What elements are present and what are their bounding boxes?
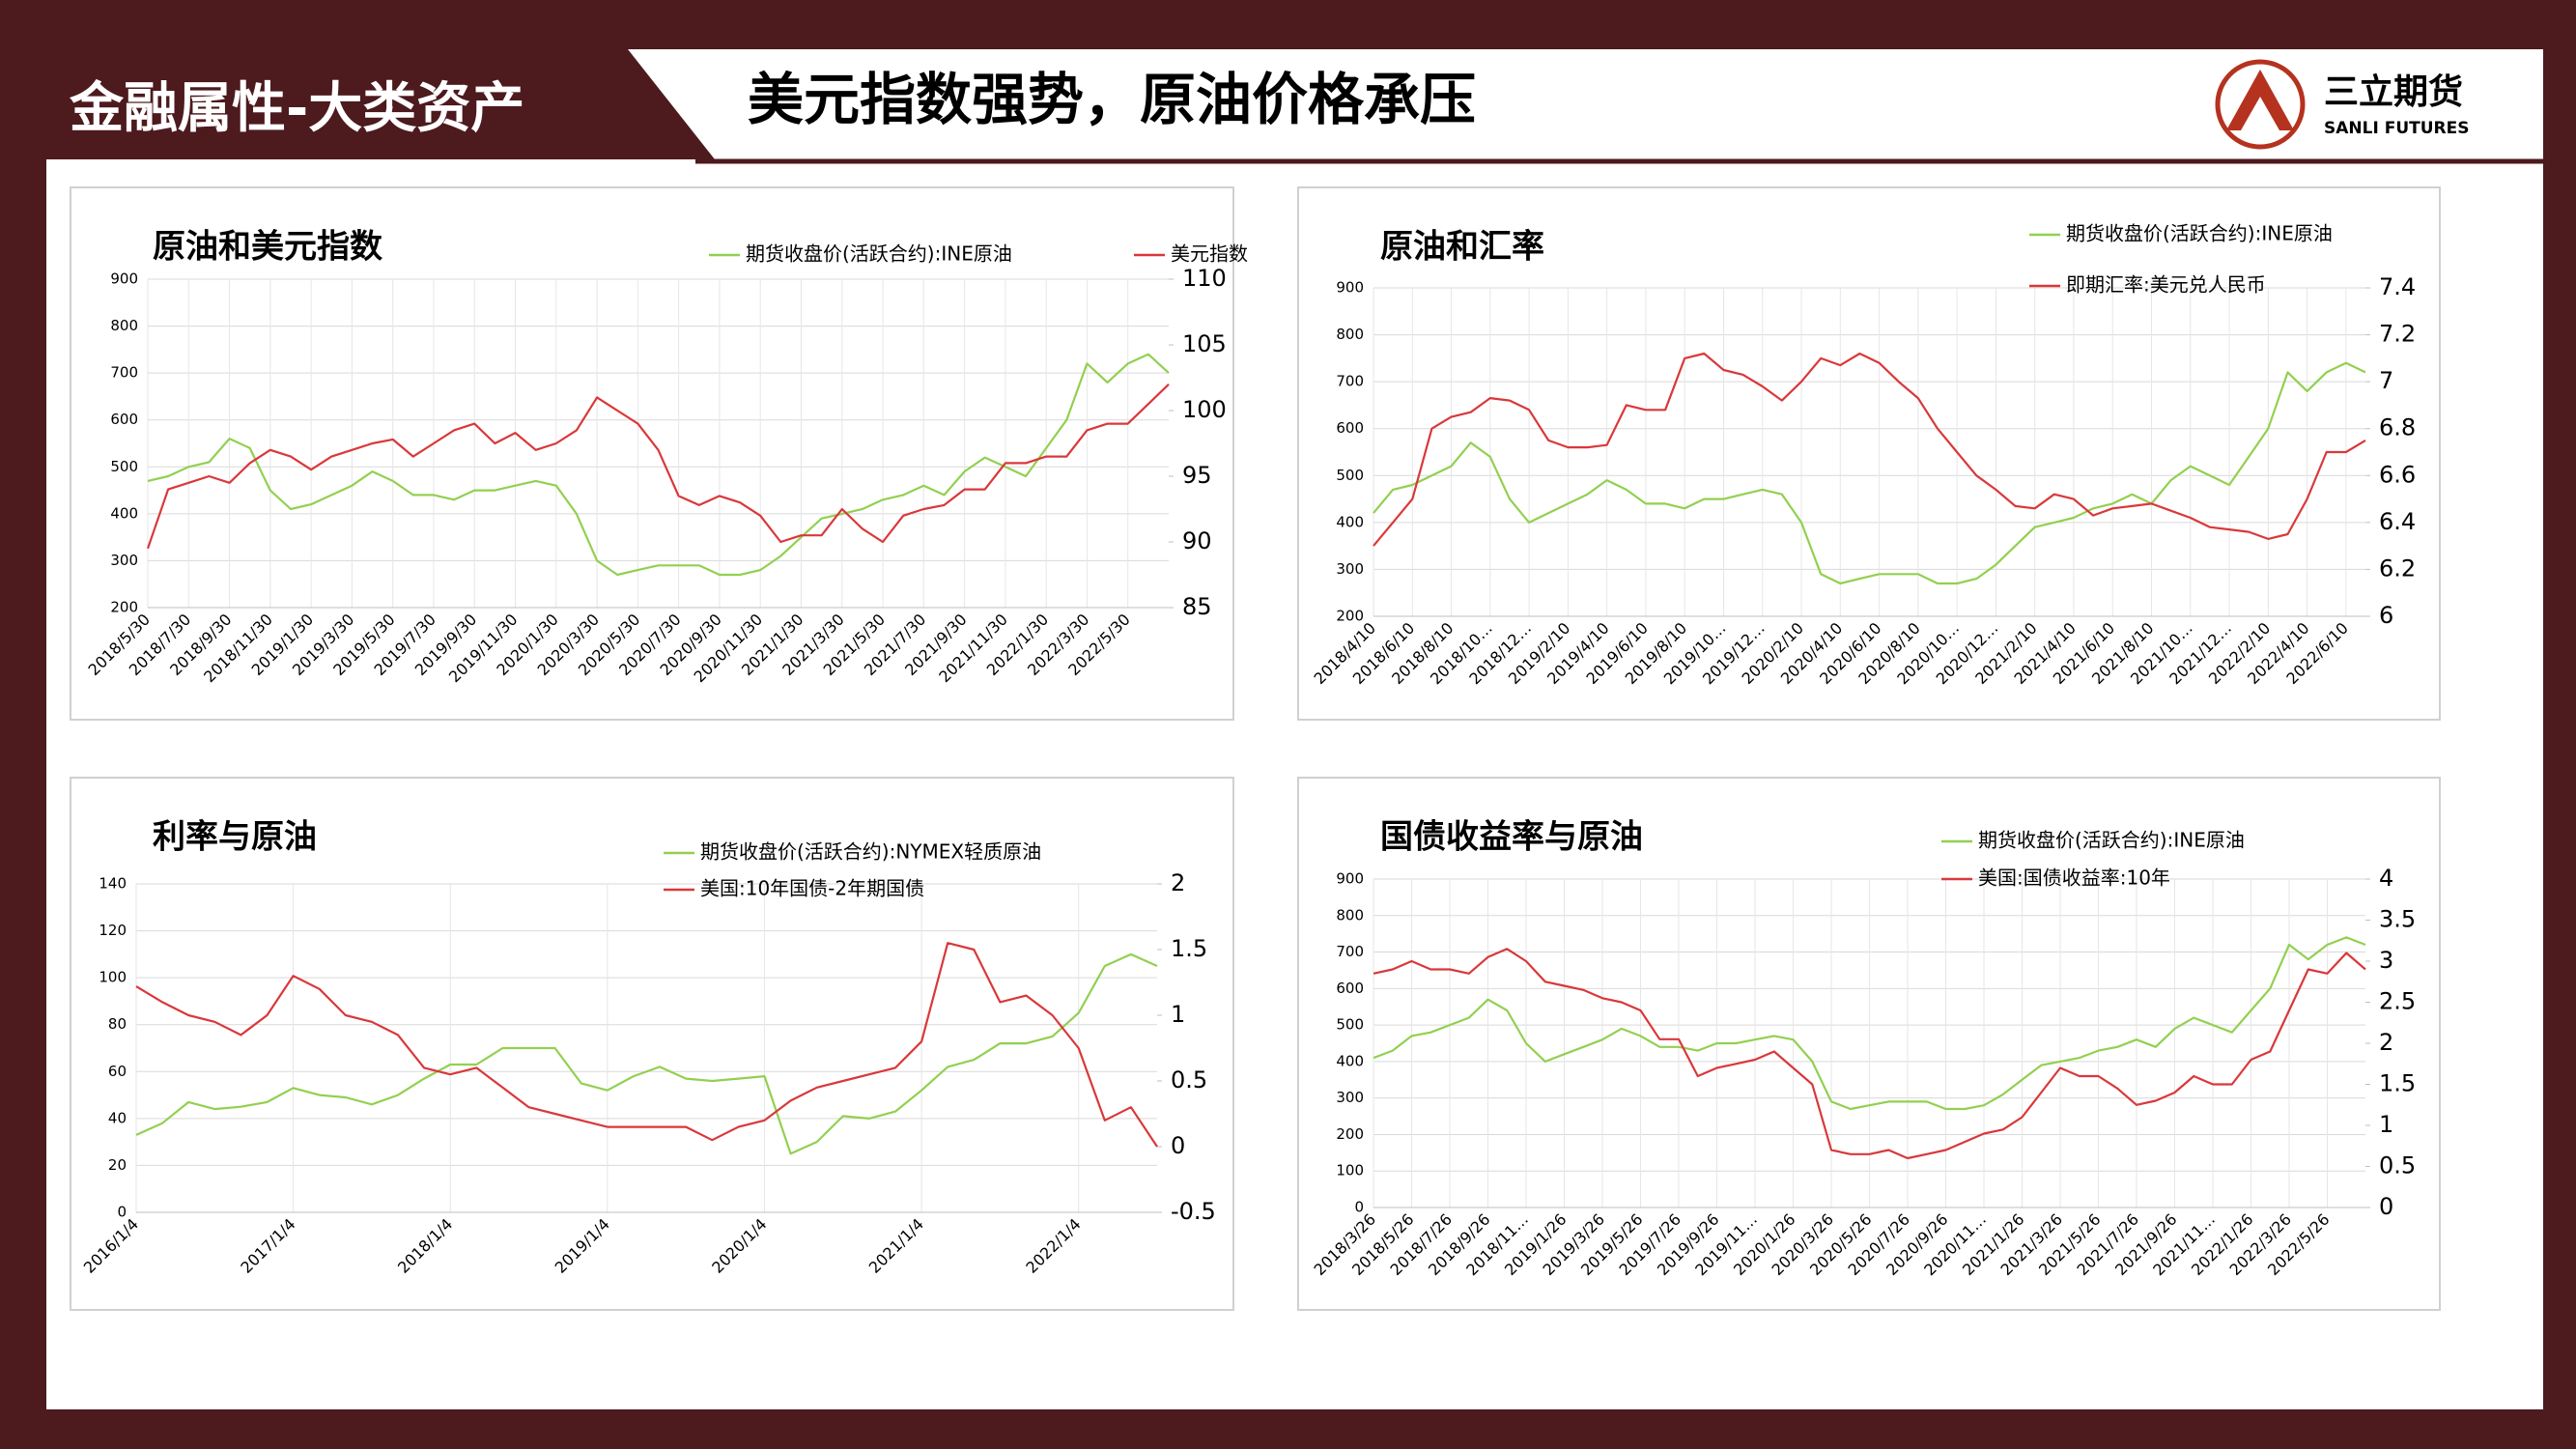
y-tick-label: 800 [110, 317, 138, 334]
y2-tick-label: 1 [1171, 1001, 1185, 1028]
y-tick-label: 800 [1336, 906, 1364, 923]
y-tick-label: 900 [1336, 870, 1364, 888]
y-tick-label: 60 [108, 1063, 127, 1080]
chart-title: 原油和汇率 [1380, 228, 1544, 267]
legend-label: 美国:国债收益率:10年 [1978, 867, 2170, 890]
y-tick-label: 500 [1336, 467, 1364, 484]
y2-tick-label: 6.2 [2379, 554, 2416, 582]
legend-label: 美元指数 [1171, 242, 1248, 266]
y2-tick-label: 2 [1171, 869, 1185, 896]
y-tick-label: 200 [1336, 608, 1364, 625]
y-tick-label: 500 [110, 458, 138, 475]
y-tick-label: 900 [110, 270, 138, 288]
y-tick-label: 0 [1354, 1199, 1364, 1216]
y-tick-label: 300 [1336, 1089, 1364, 1106]
section-title: 金融属性-大类资产 [69, 77, 524, 140]
logo: 三立期货 SANLI FUTURES [2215, 59, 2469, 150]
y-tick-label: 20 [108, 1156, 127, 1174]
legend-label: 期货收盘价(活跃合约):INE原油 [746, 242, 1012, 266]
panel-frame [1297, 186, 2441, 721]
y2-tick-label: 6 [2379, 602, 2393, 629]
y2-tick-label: 90 [1182, 527, 1212, 554]
chart-panel: 原油和美元指数 200 300 400 500 600 700 800 900 85 90 95 100… [70, 186, 1248, 721]
data-line [146, 384, 1170, 550]
y2-tick-label: 100 [1182, 396, 1227, 423]
y-tick-label: 0 [117, 1204, 127, 1221]
page-title: 美元指数强势，原油价格承压 [748, 67, 1476, 132]
y2-tick-label: 85 [1182, 593, 1212, 620]
y2-tick-label: 3 [2379, 947, 2393, 974]
data-line [1373, 361, 2366, 585]
y2-tick-label: 2 [2379, 1029, 2393, 1056]
y-tick-label: 700 [110, 364, 138, 382]
legend-label: 期货收盘价(活跃合约):NYMEX轻质原油 [700, 840, 1041, 864]
y-tick-label: 300 [110, 552, 138, 569]
y2-tick-label: 6.4 [2379, 508, 2416, 535]
chart-panel: 国债收益率与原油 0 100 200 300 400 500 600 700 800 900 0 0.5… [1297, 777, 2441, 1311]
y-tick-label: 400 [1336, 1052, 1364, 1069]
logo-subtext: SANLI FUTURES [2324, 119, 2469, 138]
logo-text: 三立期货 [2324, 72, 2463, 112]
y2-tick-label: 1 [2379, 1111, 2393, 1138]
y2-tick-label: 1.5 [2379, 1070, 2416, 1097]
y2-tick-label: 110 [1182, 265, 1227, 292]
y2-tick-label: -0.5 [1171, 1198, 1216, 1225]
chart-title: 国债收益率与原油 [1380, 818, 1643, 857]
legend-label: 即期汇率:美元兑人民币 [2066, 273, 2266, 297]
legend-label: 期货收盘价(活跃合约):INE原油 [2066, 222, 2333, 245]
y-tick-label: 300 [1336, 560, 1364, 578]
y-tick-label: 140 [99, 875, 127, 893]
y-tick-label: 200 [110, 599, 138, 616]
data-line [1373, 936, 2366, 1111]
y-tick-label: 400 [1336, 513, 1364, 530]
y2-tick-label: 3.5 [2379, 906, 2416, 933]
y2-tick-label: 0.5 [2379, 1152, 2416, 1179]
y-tick-label: 100 [1336, 1162, 1364, 1179]
data-line [147, 353, 1170, 577]
data-line [135, 942, 1158, 1148]
y-tick-label: 100 [99, 969, 127, 986]
legend-label: 期货收盘价(活跃合约):INE原油 [1978, 829, 2245, 852]
y-tick-label: 700 [1336, 943, 1364, 960]
y2-tick-label: 4 [2379, 865, 2393, 892]
y-tick-label: 800 [1336, 326, 1364, 343]
y2-tick-label: 95 [1182, 462, 1212, 489]
y-tick-label: 700 [1336, 373, 1364, 390]
y2-tick-label: 0 [1171, 1132, 1185, 1159]
data-line [135, 952, 1158, 1155]
y-tick-label: 900 [1336, 279, 1364, 297]
y2-tick-label: 7.4 [2379, 273, 2416, 300]
y2-tick-label: 0 [2379, 1193, 2393, 1220]
y-tick-label: 80 [108, 1015, 127, 1033]
y-tick-label: 400 [110, 504, 138, 522]
data-line [1373, 948, 2366, 1160]
y2-tick-label: 0.5 [1171, 1066, 1207, 1094]
y-tick-label: 40 [108, 1109, 127, 1126]
y-tick-label: 600 [110, 411, 138, 428]
data-line [1373, 352, 2366, 547]
y2-tick-label: 7 [2379, 367, 2393, 394]
y2-tick-label: 6.8 [2379, 414, 2416, 441]
y-tick-label: 600 [1336, 980, 1364, 997]
y2-tick-label: 7.2 [2379, 321, 2416, 348]
chart-title: 原油和美元指数 [153, 228, 382, 267]
y2-tick-label: 1.5 [1171, 935, 1207, 962]
logo-ring [2215, 59, 2306, 150]
y-tick-label: 600 [1336, 419, 1364, 437]
y2-tick-label: 105 [1182, 330, 1227, 357]
y-tick-label: 120 [99, 922, 127, 939]
y-tick-label: 500 [1336, 1016, 1364, 1034]
chart-title: 利率与原油 [153, 818, 317, 857]
y-tick-label: 200 [1336, 1125, 1364, 1143]
section-banner [46, 49, 715, 159]
logo-mountain-inner [2241, 97, 2279, 130]
y2-tick-label: 6.6 [2379, 461, 2416, 488]
panel-frame [70, 777, 1234, 1311]
y2-tick-label: 2.5 [2379, 988, 2416, 1015]
legend-label: 美国:10年国债-2年期国债 [700, 877, 924, 900]
chart-panel: 原油和汇率 200 300 400 500 600 700 800 900 6 6.2 6.4 6.6 6… [1297, 186, 2441, 721]
chart-panel: 利率与原油020406080100120140-0.500.511.522016… [70, 777, 1234, 1311]
